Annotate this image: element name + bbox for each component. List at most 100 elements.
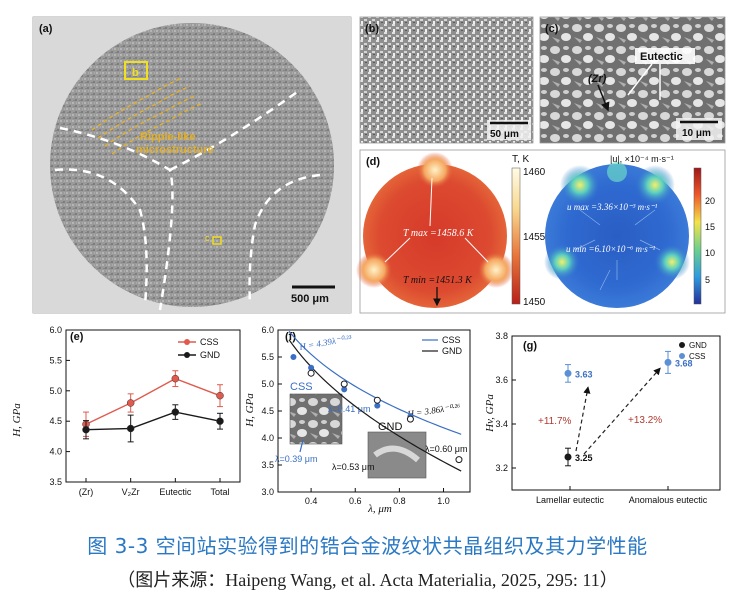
e-series-line-css bbox=[85, 377, 221, 425]
e-legend-label: GND bbox=[200, 350, 221, 360]
vel-unit: |u|, ×10⁻⁴ m·s⁻¹ bbox=[610, 154, 674, 164]
f-ytick-label: 4.5 bbox=[261, 406, 274, 416]
umax-label: u max =3.36×10⁻³ m·s⁻¹ bbox=[567, 202, 658, 212]
f-fit-curve-gnd bbox=[288, 339, 462, 472]
g-ytick-label: 3.4 bbox=[495, 419, 508, 429]
gnd-inset-label: GND bbox=[378, 421, 403, 433]
e-point-css bbox=[126, 399, 135, 407]
pct-label-1: +11.7% bbox=[538, 416, 572, 427]
grain-boundary-lower-right bbox=[248, 173, 321, 306]
f-point-css bbox=[341, 386, 348, 393]
chart-f: (f) H, GPa λ, μm H = 4.39λ⁻⁰·²³ H = 3.86… bbox=[244, 325, 471, 515]
css-inset bbox=[289, 393, 343, 445]
g-plot-frame bbox=[511, 335, 721, 491]
e-legend-marker bbox=[184, 352, 190, 358]
g-legend-marker bbox=[679, 353, 685, 359]
g-legend-label: CSS bbox=[689, 352, 705, 361]
temp-unit: T, K bbox=[512, 154, 530, 165]
e-point-gnd bbox=[216, 417, 224, 425]
f-point-css bbox=[308, 364, 315, 371]
f-ytick-label: 6.0 bbox=[261, 325, 274, 335]
panel-e-label: (e) bbox=[70, 331, 84, 343]
e-legend-label: CSS bbox=[200, 337, 219, 347]
e-xtick-label: Eutectic bbox=[159, 487, 192, 497]
annotation-line1: Ripple-like bbox=[140, 131, 196, 143]
panel-b-label: (b) bbox=[365, 23, 379, 35]
tmax-label: T max =1458.6 K bbox=[403, 228, 475, 239]
f-xtick-label: 0.8 bbox=[393, 496, 406, 506]
panel-a-label: (a) bbox=[39, 23, 53, 35]
scale-bar-c-label: 10 μm bbox=[682, 128, 711, 139]
chart-e: (e) H, GPa 3.5 4.0 4.5 5.0 5.5 6.0 (Zr) V₂Zr Eut… bbox=[11, 325, 241, 497]
panel-d-label: (d) bbox=[366, 156, 380, 168]
ripple-lines bbox=[91, 77, 204, 155]
f-point-gnd bbox=[373, 396, 381, 404]
g-ylabel: Hv, GPa bbox=[484, 394, 496, 433]
panel-a: b c Ripple-like microstructure (a) 500 μ… bbox=[32, 16, 352, 314]
vel-tick-10: 10 bbox=[705, 248, 715, 258]
g-point-css bbox=[564, 369, 572, 377]
pct-label-2: +13.2% bbox=[628, 415, 662, 426]
panel-d: (d) T max =1458.6 K T min =1451.3 K T, K… bbox=[356, 149, 726, 314]
grain-boundary-right bbox=[169, 88, 301, 172]
f-ytick-label: 5.0 bbox=[261, 379, 274, 389]
temp-tick-1460: 1460 bbox=[523, 167, 546, 178]
g-value-label: 3.63 bbox=[575, 369, 593, 379]
e-ytick-label: 5.5 bbox=[49, 355, 62, 365]
panel-g-label: (g) bbox=[523, 340, 537, 352]
umin-label: u min =6.10×10⁻⁶ m·s⁻¹ bbox=[566, 244, 656, 254]
e-point-gnd bbox=[126, 424, 135, 433]
temperature-field bbox=[363, 164, 507, 308]
f-point-css bbox=[290, 354, 297, 360]
figure: b c Ripple-like microstructure (a) 500 μ… bbox=[11, 16, 726, 515]
f-point-gnd bbox=[307, 369, 315, 377]
g-value-label: 3.68 bbox=[675, 358, 693, 368]
g-point-css bbox=[664, 358, 672, 366]
e-plot-frame bbox=[65, 329, 241, 483]
sample-cross-section bbox=[50, 23, 334, 307]
g-xtick-label: Anomalous eutectic bbox=[629, 495, 708, 505]
e-point-gnd bbox=[171, 408, 180, 416]
f-point-css bbox=[374, 402, 381, 409]
g-arrow-1 bbox=[575, 386, 591, 452]
figure-caption: 图 3-3 空间站实验得到的锆合金波纹状共晶组织及其力学性能 bbox=[87, 534, 648, 558]
g-legend-marker bbox=[679, 342, 685, 348]
grain-boundary-lower-left bbox=[54, 168, 148, 306]
lambda-053: λ=0.53 μm bbox=[332, 462, 374, 472]
css-inset-label: CSS bbox=[290, 381, 313, 393]
scale-bar-a-label: 500 μm bbox=[291, 293, 329, 305]
e-xtick-label: V₂Zr bbox=[122, 487, 140, 497]
panel-c: (c) Eutectic (Zr) 10 μm bbox=[539, 16, 726, 144]
g-ytick-label: 3.6 bbox=[495, 375, 508, 385]
f-xtick-label: 0.4 bbox=[305, 496, 318, 506]
g-ytick-label: 3.2 bbox=[495, 463, 508, 473]
tmin-label: T min =1451.3 K bbox=[403, 275, 473, 286]
f-ytick-label: 5.5 bbox=[261, 352, 274, 362]
temp-tick-1455: 1455 bbox=[523, 232, 546, 243]
panel-b: (b) 50 μm bbox=[359, 16, 534, 144]
zr-label: (Zr) bbox=[588, 73, 607, 85]
lambda-060: λ=0.60 μm bbox=[425, 444, 467, 454]
vel-tick-20: 20 bbox=[705, 196, 715, 206]
f-xlabel: λ, μm bbox=[367, 503, 392, 515]
lambda-039: λ=0.39 μm bbox=[275, 454, 317, 464]
e-ytick-label: 5.0 bbox=[49, 386, 62, 396]
e-point-css bbox=[171, 374, 180, 383]
e-legend-marker bbox=[184, 339, 190, 345]
annotation-line2: microstructure bbox=[136, 144, 214, 156]
f-fit-curve-css bbox=[288, 330, 462, 435]
f-ytick-label: 3.5 bbox=[261, 460, 274, 470]
box-b bbox=[124, 61, 148, 80]
f-legend-label: CSS bbox=[442, 335, 461, 345]
temp-tick-1450: 1450 bbox=[523, 297, 546, 308]
panel-c-label: (c) bbox=[545, 23, 559, 35]
temperature-colorbar bbox=[511, 167, 521, 305]
f-legend-label: GND bbox=[442, 346, 463, 356]
vel-tick-15: 15 bbox=[705, 222, 715, 232]
velocity-colorbar bbox=[693, 167, 702, 305]
lambda-041: λ=0.41 μm bbox=[328, 404, 370, 414]
box-b-label: b bbox=[132, 67, 139, 79]
f-point-gnd bbox=[406, 415, 414, 423]
eutectic-label: Eutectic bbox=[640, 51, 683, 63]
g-arrow-2 bbox=[583, 367, 661, 455]
